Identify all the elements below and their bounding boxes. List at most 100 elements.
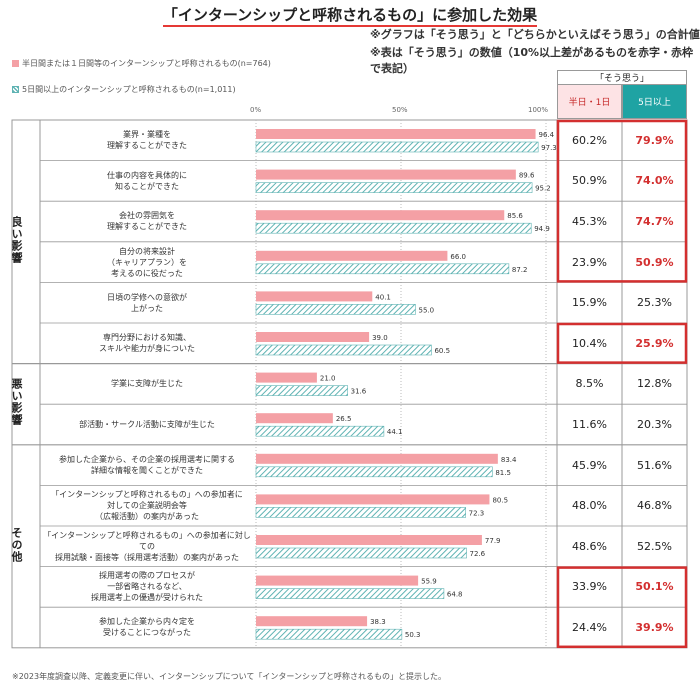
row-label-line: 参加した企業から内々定を xyxy=(99,617,195,627)
row-label-line: 採用選考上の優遇が受けられた xyxy=(91,593,203,603)
table-cell-long: 51.6% xyxy=(637,458,672,472)
bar-long-4 xyxy=(255,304,416,315)
row-label-line: 考えるのに役だった xyxy=(111,268,183,278)
bar-long-value-7: 44.1 xyxy=(387,428,403,436)
bar-long-3 xyxy=(255,263,510,275)
table-cell-long: 25.9% xyxy=(635,336,674,350)
bar-short-3 xyxy=(256,250,448,261)
bar-short-12 xyxy=(256,616,368,627)
table-cell-long: 39.9% xyxy=(635,620,674,634)
bar-short-8 xyxy=(256,453,498,464)
bar-short-11 xyxy=(256,575,419,586)
row-label-7: 部活動・サークル活動に支障が生じた xyxy=(40,404,254,445)
bar-long-value-4: 55.0 xyxy=(419,306,435,314)
table-cell-long: 25.3% xyxy=(637,296,672,310)
table-cell-long: 74.0% xyxy=(635,174,674,188)
row-label-line: 自分の将来設計 xyxy=(119,246,175,256)
bar-long-value-9: 72.3 xyxy=(469,509,485,517)
row-label-line: 学業に支障が生じた xyxy=(111,379,183,389)
table-cell-short: 33.9% xyxy=(572,580,607,594)
row-label-text: 参加した企業から内々定を 受けることにつながった xyxy=(99,616,195,638)
bar-long-2 xyxy=(255,222,532,234)
table-cell-long: 50.9% xyxy=(635,255,674,269)
bar-long-11 xyxy=(255,588,445,599)
row-label-text: 採用選考の際のプロセスが 一部省略されるなど、 採用選考上の優遇が受けられた xyxy=(91,570,203,603)
row-label-line: 専門分野における知識、 xyxy=(103,333,191,343)
highlight-frame xyxy=(556,119,688,283)
row-label-text: 参加した企業から、その企業の採用選考に関する 詳細な情報を聞くことができた xyxy=(59,454,235,476)
bar-long-12 xyxy=(255,628,403,640)
bar-long-value-8: 81.5 xyxy=(495,469,511,477)
bar-long-value-6: 31.6 xyxy=(351,388,367,396)
bar-long-0 xyxy=(255,141,539,153)
row-label-line: 日頃の学修への意欲が xyxy=(107,292,187,302)
table-cell-long: 20.3% xyxy=(637,417,672,431)
bar-long-10 xyxy=(255,547,467,559)
row-label-9: 「インターンシップと呼称されるもの」への参加者に 対しての企業説明会等 （広報活動）… xyxy=(40,485,254,526)
row-label-line: 理解することができた xyxy=(107,141,187,151)
table-cell-short: 48.0% xyxy=(572,499,607,513)
row-label-12: 参加した企業から内々定を 受けることにつながった xyxy=(40,607,254,648)
footnote: ※2023年度調査以降、定義変更に伴い、インターンシップについて「インターンシッ… xyxy=(12,672,447,681)
row-label-6: 学業に支障が生じた xyxy=(40,364,254,405)
row-label-text: 「インターンシップと呼称されるもの」への参加者に 対しての企業説明会等 （広報活動）… xyxy=(51,489,243,522)
bar-short-value-7: 26.5 xyxy=(336,415,352,423)
row-label-line: 採用選考の際のプロセスが xyxy=(99,571,195,581)
table-cell-short: 45.3% xyxy=(572,214,607,228)
row-label-text: 自分の将来設計 （キャリアプラン）を 考えるのに役だった xyxy=(107,246,187,279)
table-cell-short: 11.6% xyxy=(572,417,607,431)
table-header-short: 半日・1日 xyxy=(557,84,622,119)
category-label-1: 悪い影響 xyxy=(10,378,23,427)
table-cell-long: 50.1% xyxy=(635,580,674,594)
bar-short-value-1: 89.6 xyxy=(519,172,535,180)
bar-long-8 xyxy=(255,466,493,478)
x-tick-0: 0% xyxy=(250,106,262,114)
row-label-10: 「インターンシップと呼称されるもの」への参加者に対しての 採用試験・面接等（採用選… xyxy=(40,526,254,567)
bar-short-value-9: 80.5 xyxy=(492,496,508,504)
bar-short-value-0: 96.4 xyxy=(539,131,555,139)
row-label-text: 仕事の内容を具体的に 知ることができた xyxy=(107,170,187,192)
bar-short-value-11: 55.9 xyxy=(421,578,437,586)
x-tick-50: 50% xyxy=(392,106,408,114)
bar-long-value-11: 64.8 xyxy=(447,591,463,599)
table-cell-short: 50.9% xyxy=(572,174,607,188)
table-cell-long: 46.8% xyxy=(637,499,672,513)
bar-long-7 xyxy=(255,425,385,437)
table-group-header: 「そう思う」 xyxy=(557,70,687,84)
highlight-frame xyxy=(556,322,688,364)
bar-long-value-12: 50.3 xyxy=(405,631,421,639)
row-label-text: 業界・業種を 理解することができた xyxy=(107,129,187,151)
bar-long-value-3: 87.2 xyxy=(512,266,528,274)
bar-short-9 xyxy=(256,494,490,505)
table-cell-long: 12.8% xyxy=(637,377,672,391)
row-label-0: 業界・業種を 理解することができた xyxy=(40,120,254,161)
category-label-2: その他 xyxy=(10,526,23,563)
bar-short-10 xyxy=(256,535,482,545)
row-label-line: （広報活動）の案内があった xyxy=(94,512,199,522)
bar-long-value-10: 72.6 xyxy=(470,550,486,558)
bar-short-value-3: 66.0 xyxy=(450,253,466,261)
row-label-8: 参加した企業から、その企業の採用選考に関する 詳細な情報を聞くことができた xyxy=(40,445,254,486)
bar-short-value-6: 21.0 xyxy=(320,375,336,383)
table-cell-short: 8.5% xyxy=(575,377,604,391)
table-cell-long: 52.5% xyxy=(637,539,672,553)
row-label-text: 専門分野における知識、 スキルや能力が身についた xyxy=(99,332,195,354)
row-label-line: 会社の雰囲気を xyxy=(119,211,175,221)
table-cell-long: 79.9% xyxy=(635,133,674,147)
table-cell-short: 10.4% xyxy=(572,336,607,350)
highlight-frame xyxy=(556,566,688,649)
row-label-2: 会社の雰囲気を 理解することができた xyxy=(40,201,254,242)
x-tick-100: 100% xyxy=(528,106,549,114)
bar-short-value-10: 77.9 xyxy=(485,537,501,545)
note-table: ※表は「そう思う」の数値（10%以上差があるものを赤字・赤枠で表記） xyxy=(370,46,694,75)
row-label-line: 理解することができた xyxy=(107,222,187,232)
table-cell-short: 60.2% xyxy=(572,133,607,147)
bar-long-9 xyxy=(255,507,466,518)
legend-long: 5日間以上のインターンシップと呼称されるもの(n=1,011) xyxy=(12,84,236,95)
bar-short-value-4: 40.1 xyxy=(375,293,391,301)
bar-short-value-5: 39.0 xyxy=(372,334,388,342)
table-cell-short: 45.9% xyxy=(572,458,607,472)
bar-short-7 xyxy=(256,413,333,424)
row-label-11: 採用選考の際のプロセスが 一部省略されるなど、 採用選考上の優遇が受けられた xyxy=(40,567,254,608)
